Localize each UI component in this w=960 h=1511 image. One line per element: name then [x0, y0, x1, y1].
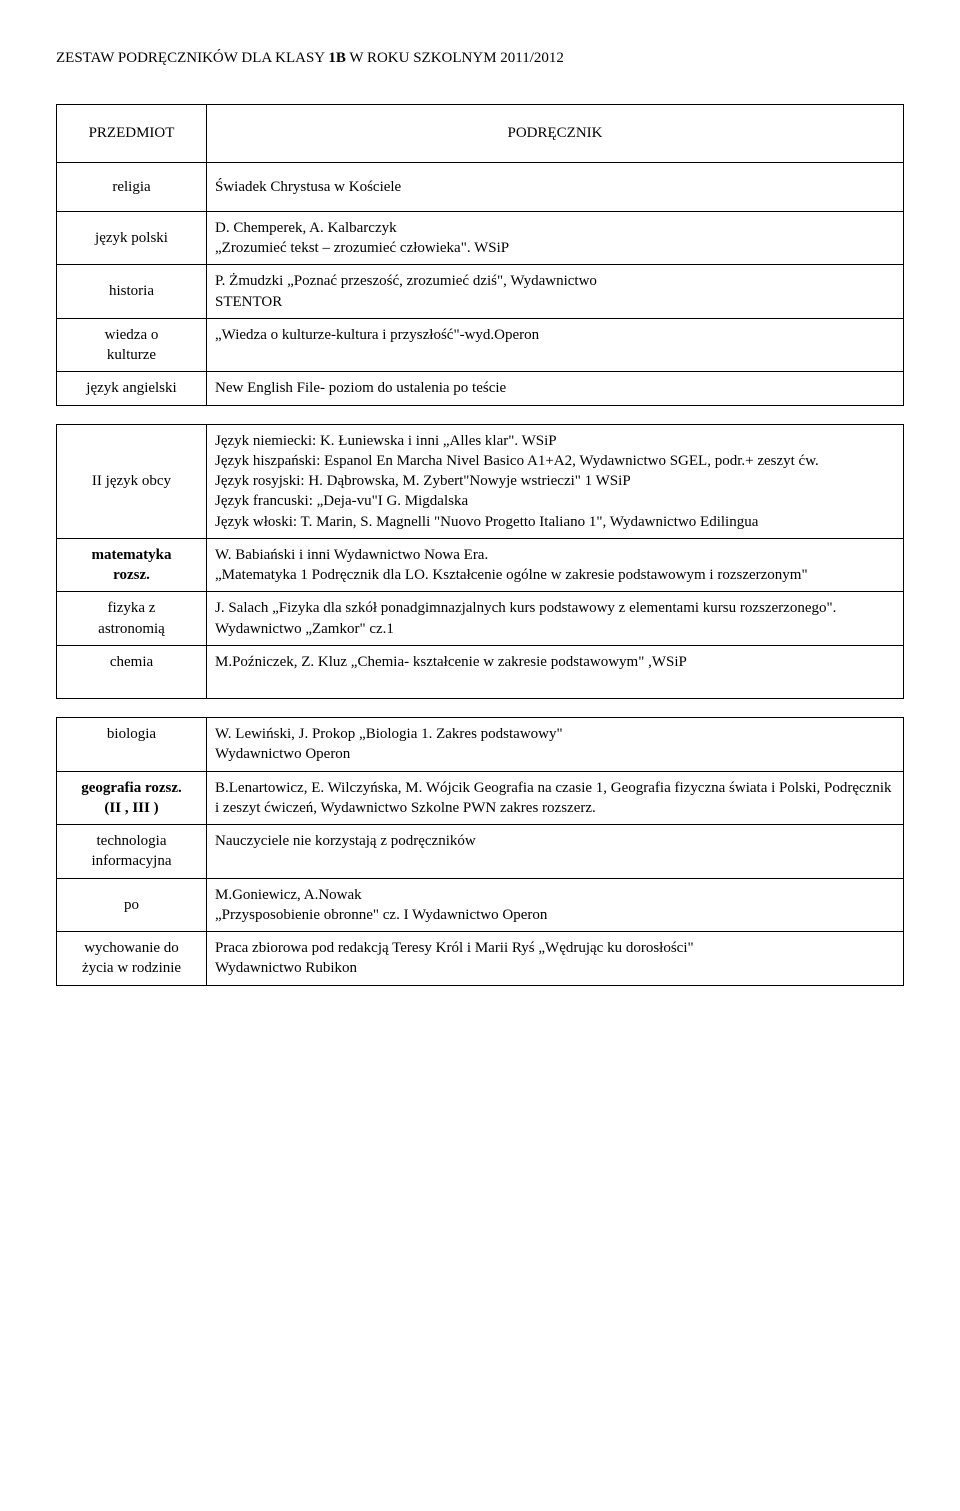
subject-cell: wiedza o kulturze [57, 318, 207, 372]
content-cell: Język niemiecki: K. Łuniewska i inni „Al… [207, 424, 904, 538]
header-subject: PRZEDMIOT [57, 105, 207, 162]
table-header-row: PRZEDMIOT PODRĘCZNIK [57, 105, 904, 162]
subject-cell: geografia rozsz. (II , III ) [57, 771, 207, 825]
subject-cell: biologia [57, 718, 207, 772]
table-row: technologia informacyjna Nauczyciele nie… [57, 825, 904, 879]
table-row: geografia rozsz. (II , III ) B.Lenartowi… [57, 771, 904, 825]
content-cell: New English File- poziom do ustalenia po… [207, 372, 904, 405]
subject-cell: po [57, 878, 207, 932]
content-cell: Świadek Chrystusa w Kościele [207, 162, 904, 211]
subject-cell: matematyka rozsz. [57, 538, 207, 592]
content-cell: B.Lenartowicz, E. Wilczyńska, M. Wójcik … [207, 771, 904, 825]
header-book: PODRĘCZNIK [207, 105, 904, 162]
subject-cell: język angielski [57, 372, 207, 405]
table-row: chemia M.Poźniczek, Z. Kluz „Chemia- ksz… [57, 645, 904, 698]
content-cell: Nauczyciele nie korzystają z podręcznikó… [207, 825, 904, 879]
subject-cell: język polski [57, 211, 207, 265]
textbook-table-2: II język obcy Język niemiecki: K. Łuniew… [56, 424, 904, 700]
table-row: matematyka rozsz. W. Babiański i inni Wy… [57, 538, 904, 592]
content-cell: D. Chemperek, A. Kalbarczyk „Zrozumieć t… [207, 211, 904, 265]
content-cell: M.Goniewicz, A.Nowak „Przysposobienie ob… [207, 878, 904, 932]
table-row: fizyka z astronomią J. Salach „Fizyka dl… [57, 592, 904, 646]
table-row: po M.Goniewicz, A.Nowak „Przysposobienie… [57, 878, 904, 932]
content-cell: „Wiedza o kulturze-kultura i przyszłość"… [207, 318, 904, 372]
subject-bold: matematyka rozsz. [92, 547, 172, 583]
table-row: religia Świadek Chrystusa w Kościele [57, 162, 904, 211]
page-title: ZESTAW PODRĘCZNIKÓW DLA KLASY 1B W ROKU … [56, 48, 904, 68]
subject-cell: technologia informacyjna [57, 825, 207, 879]
table-row: wiedza o kulturze „Wiedza o kulturze-kul… [57, 318, 904, 372]
title-part-b: 1B [328, 50, 346, 66]
table-row: historia P. Żmudzki „Poznać przeszość, z… [57, 265, 904, 319]
textbook-table-1: PRZEDMIOT PODRĘCZNIK religia Świadek Chr… [56, 104, 904, 405]
subject-cell: II język obcy [57, 424, 207, 538]
content-cell: Praca zbiorowa pod redakcją Teresy Król … [207, 932, 904, 986]
content-cell: W. Lewiński, J. Prokop „Biologia 1. Zakr… [207, 718, 904, 772]
table-row: II język obcy Język niemiecki: K. Łuniew… [57, 424, 904, 538]
subject-cell: fizyka z astronomią [57, 592, 207, 646]
content-cell: J. Salach „Fizyka dla szkół ponadgimnazj… [207, 592, 904, 646]
title-part-a: ZESTAW PODRĘCZNIKÓW DLA KLASY [56, 50, 328, 66]
subject-cell: chemia [57, 645, 207, 698]
content-cell: M.Poźniczek, Z. Kluz „Chemia- kształceni… [207, 645, 904, 698]
subject-cell: wychowanie do życia w rodzinie [57, 932, 207, 986]
table-row: język angielski New English File- poziom… [57, 372, 904, 405]
content-cell: P. Żmudzki „Poznać przeszość, zrozumieć … [207, 265, 904, 319]
title-part-c: W ROKU SZKOLNYM 2011/2012 [346, 50, 564, 66]
textbook-table-3: biologia W. Lewiński, J. Prokop „Biologi… [56, 717, 904, 986]
table-row: wychowanie do życia w rodzinie Praca zbi… [57, 932, 904, 986]
table-row: biologia W. Lewiński, J. Prokop „Biologi… [57, 718, 904, 772]
subject-bold: geografia rozsz. (II , III ) [81, 780, 182, 816]
subject-cell: religia [57, 162, 207, 211]
content-cell: W. Babiański i inni Wydawnictwo Nowa Era… [207, 538, 904, 592]
subject-cell: historia [57, 265, 207, 319]
table-row: język polski D. Chemperek, A. Kalbarczyk… [57, 211, 904, 265]
